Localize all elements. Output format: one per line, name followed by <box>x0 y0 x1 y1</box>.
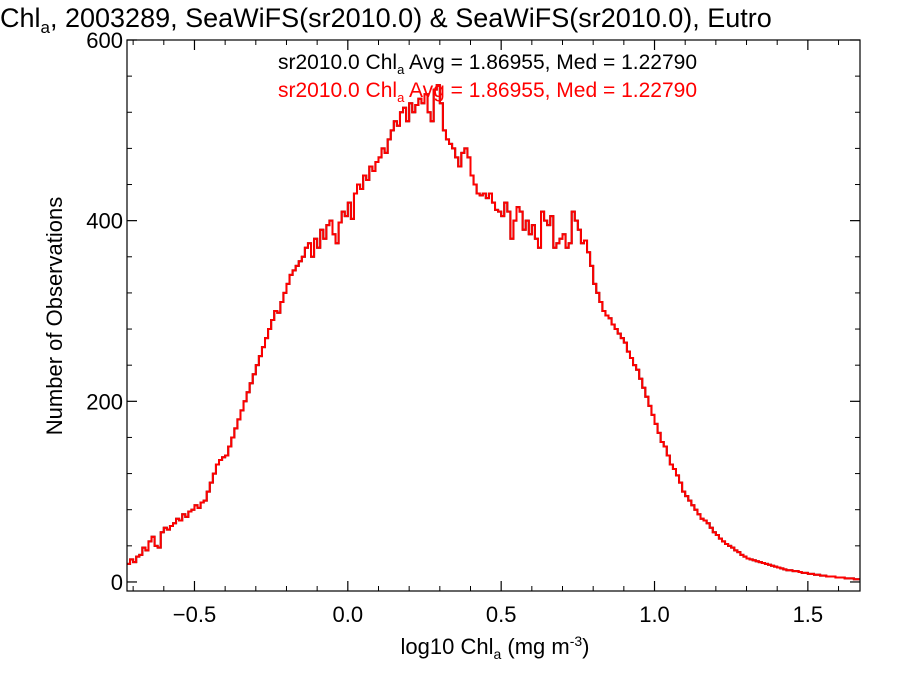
x-tick-label: 1.5 <box>793 602 824 627</box>
y-tick-label: 0 <box>111 570 123 595</box>
y-tick-label: 400 <box>86 209 123 234</box>
legend: sr2010.0 Chla Avg = 1.86955, Med = 1.227… <box>278 51 697 105</box>
legend-entry-red-prefix: sr2010.0 Chl <box>278 79 397 102</box>
legend-entry-red-suffix: Avg = 1.86955, Med = 1.22790 <box>404 79 697 102</box>
x-tick-label: 0.0 <box>333 602 364 627</box>
histogram-series-0 <box>127 84 860 581</box>
legend-entry-black-subscript: a <box>397 62 405 77</box>
chart-title: Chla, 2003289, SeaWiFS(sr2010.0) & SeaWi… <box>0 3 772 37</box>
chart-title-subscript: a <box>41 18 51 37</box>
chart-title-prefix: Chl <box>0 3 41 33</box>
legend-entry-red-subscript: a <box>397 90 405 105</box>
histogram-series-1 <box>127 84 860 581</box>
x-tick-label: 0.5 <box>486 602 517 627</box>
legend-entry-black-suffix: Avg = 1.86955, Med = 1.22790 <box>404 51 697 74</box>
chart-title-suffix: , 2003289, SeaWiFS(sr2010.0) & SeaWiFS(s… <box>50 3 772 33</box>
axis-ticks: −0.5 0.0 0.5 1.0 1.5 0 200 400 600 <box>86 28 860 627</box>
x-axis-label-subscript: a <box>493 646 501 662</box>
x-axis-label-units: (mg m <box>501 634 569 659</box>
series-layer <box>127 84 860 581</box>
x-axis-label: log10 Chla (mg m-3) <box>401 633 590 662</box>
y-tick-label: 600 <box>86 28 123 53</box>
x-axis-label-superscript: -3 <box>570 633 583 649</box>
legend-entry-black-prefix: sr2010.0 Chl <box>278 51 397 74</box>
x-axis-label-prefix: log10 Chl <box>401 634 494 659</box>
x-tick-label: −0.5 <box>173 602 216 627</box>
x-tick-label: 1.0 <box>639 602 670 627</box>
legend-entry-red: sr2010.0 Chla Avg = 1.86955, Med = 1.227… <box>278 79 697 105</box>
plot-frame <box>126 39 861 592</box>
legend-entry-black: sr2010.0 Chla Avg = 1.86955, Med = 1.227… <box>278 51 697 77</box>
y-tick-label: 200 <box>86 389 123 414</box>
y-axis-label: Number of Observations <box>42 197 67 435</box>
x-axis-label-units-close: ) <box>582 634 589 659</box>
